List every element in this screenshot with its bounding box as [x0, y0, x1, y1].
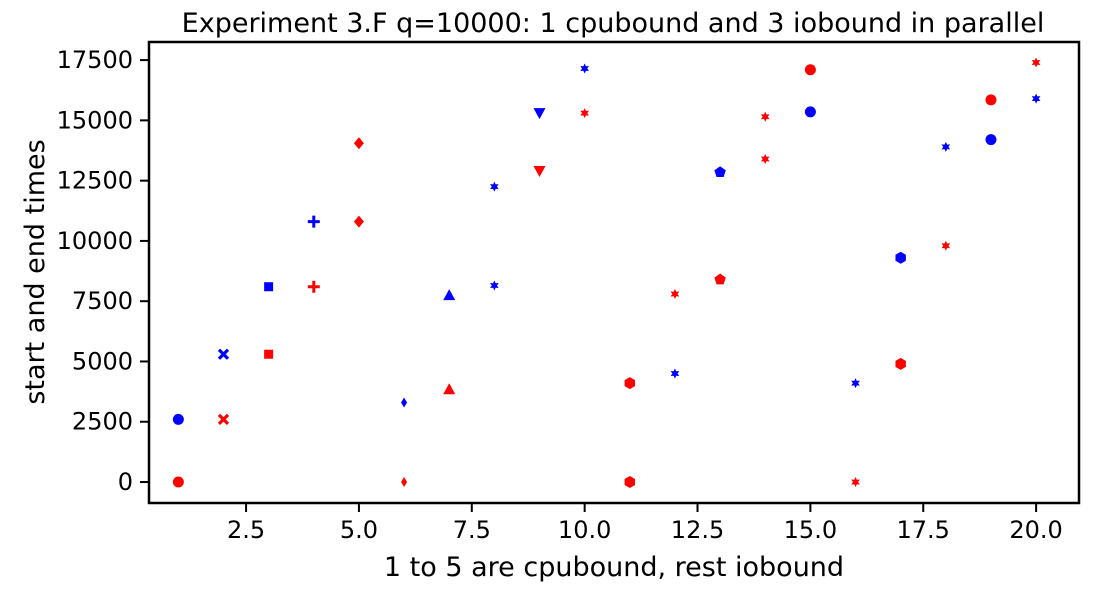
blue-data-point	[533, 108, 546, 120]
blue-data-point	[217, 348, 230, 360]
red-data-point	[714, 273, 726, 285]
red-data-point	[670, 288, 680, 299]
blue-data-point	[490, 181, 499, 192]
blue-data-point	[804, 106, 816, 118]
y-axis-label: start and end times	[20, 139, 51, 404]
blue-data-point	[714, 166, 726, 178]
blue-data-point	[580, 63, 589, 74]
blue-data-point	[895, 251, 906, 264]
blue-data-point	[1031, 93, 1041, 104]
x-tick-label: 17.5	[897, 516, 950, 544]
y-axis: 0 2500 5000 7500 10000 12500 15000 17500	[57, 46, 149, 496]
red-data-point	[401, 477, 408, 488]
data-points	[172, 57, 1041, 489]
red-data-point	[580, 108, 589, 119]
red-data-point	[941, 240, 951, 251]
x-tick-label: 5.0	[340, 516, 378, 544]
red-data-point	[264, 349, 274, 359]
x-tick-label: 2.5	[227, 516, 265, 544]
y-tick-label: 15000	[57, 106, 133, 134]
red-data-point	[624, 476, 635, 489]
x-tick-label: 15.0	[784, 516, 837, 544]
red-data-point	[172, 476, 184, 488]
blue-data-point	[443, 289, 456, 301]
y-tick-label: 17500	[57, 46, 133, 74]
x-tick-label: 10.0	[558, 516, 611, 544]
blue-data-point	[172, 413, 184, 425]
red-data-point	[624, 377, 635, 390]
chart-title: Experiment 3.F q=10000: 1 cpubound and 3…	[182, 8, 1045, 39]
x-tick-label: 20.0	[1009, 516, 1062, 544]
red-data-point	[1031, 57, 1041, 68]
blue-data-point	[851, 378, 860, 389]
red-data-point	[760, 111, 770, 122]
y-tick-label: 0	[118, 468, 133, 496]
red-data-point	[217, 413, 230, 425]
x-tick-label: 12.5	[671, 516, 724, 544]
blue-data-point	[670, 368, 680, 379]
red-data-point	[895, 357, 906, 370]
x-tick-label: 7.5	[453, 516, 491, 544]
red-data-point	[985, 94, 997, 106]
blue-data-point	[985, 134, 997, 146]
blue-data-point	[401, 397, 408, 408]
red-data-point	[533, 165, 546, 177]
blue-data-point	[490, 280, 499, 291]
y-tick-label: 7500	[72, 287, 133, 315]
red-data-point	[804, 64, 816, 76]
blue-data-point	[941, 141, 951, 152]
blue-data-point	[307, 215, 320, 228]
y-tick-label: 2500	[72, 408, 133, 436]
red-data-point	[760, 153, 770, 164]
red-data-point	[443, 383, 456, 395]
x-axis: 2.5 5.0 7.5 10.0 12.5 15.0 17.5 20.0	[227, 503, 1063, 544]
red-data-point	[851, 477, 860, 488]
y-tick-label: 12500	[57, 167, 133, 195]
y-tick-label: 5000	[72, 347, 133, 375]
red-data-point	[307, 280, 320, 293]
x-axis-label: 1 to 5 are cpubound, rest iobound	[384, 552, 844, 583]
red-data-point	[353, 137, 364, 150]
plot-area	[147, 40, 1081, 505]
y-tick-label: 10000	[57, 227, 133, 255]
red-data-point	[353, 215, 364, 228]
blue-data-point	[264, 282, 274, 292]
